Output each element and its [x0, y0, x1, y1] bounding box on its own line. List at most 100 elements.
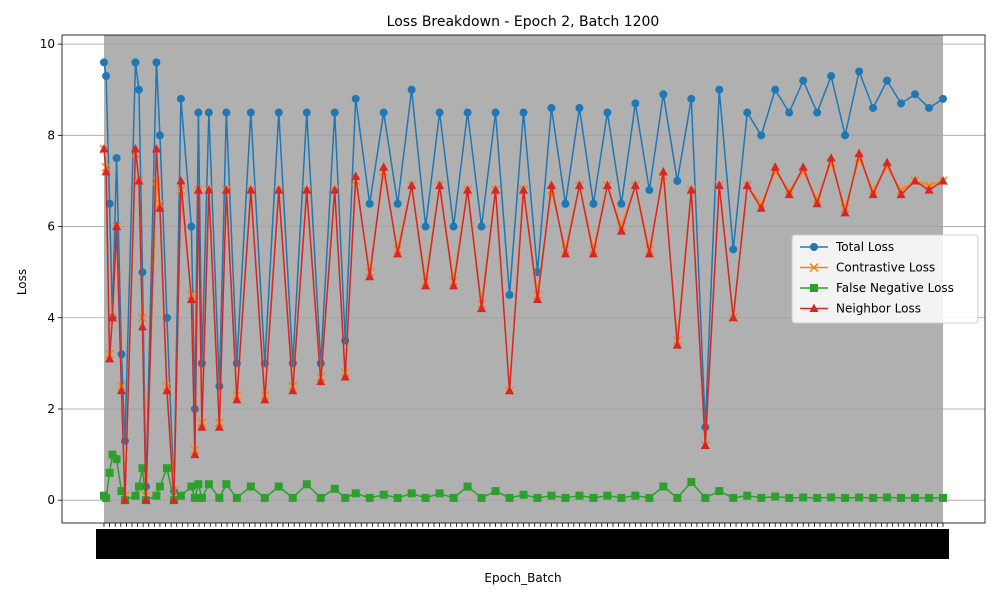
data-point [141, 495, 151, 504]
data-point [340, 372, 350, 381]
data-point [809, 262, 819, 273]
data-point [232, 493, 241, 502]
data-point [186, 294, 196, 304]
data-point [134, 482, 143, 491]
data-point [896, 189, 906, 199]
data-point [560, 248, 570, 258]
data-point [379, 490, 388, 499]
data-point [743, 491, 752, 500]
data-point [407, 180, 417, 190]
data-point [112, 154, 121, 163]
data-point [757, 493, 766, 502]
data-point [631, 99, 640, 108]
data-point [155, 203, 165, 212]
data-point [351, 94, 360, 103]
data-point [505, 493, 514, 502]
data-point [435, 180, 445, 190]
data-point [939, 94, 947, 103]
data-point [644, 248, 654, 258]
legend-entry: Neighbor Loss [836, 302, 921, 316]
data-point [288, 493, 297, 502]
data-point [260, 493, 269, 502]
data-point [288, 385, 298, 395]
data-point [603, 108, 612, 117]
data-point [798, 162, 808, 171]
data-point [134, 85, 143, 94]
data-point [505, 385, 515, 395]
data-point [547, 103, 556, 112]
data-point [728, 312, 738, 322]
data-point [687, 477, 696, 486]
data-point [120, 495, 130, 504]
data-point [221, 185, 231, 194]
y-tick-label: 2 [47, 402, 55, 416]
data-point [194, 108, 203, 117]
data-point [841, 131, 850, 140]
data-point [729, 245, 738, 254]
data-point [547, 491, 556, 500]
series-neighbor-loss [99, 144, 948, 504]
data-point [101, 166, 111, 176]
data-point [910, 175, 920, 185]
data-point [316, 493, 325, 502]
data-point [176, 94, 185, 103]
data-point [214, 422, 224, 431]
data-point [449, 493, 458, 502]
data-point [561, 493, 570, 502]
data-point [855, 493, 864, 502]
data-point [616, 226, 626, 235]
data-point [246, 108, 255, 117]
data-point [533, 268, 542, 277]
data-point [841, 493, 850, 502]
data-point [137, 321, 147, 331]
data-point [152, 58, 161, 67]
data-point [757, 131, 766, 140]
data-point [546, 180, 556, 190]
data-point [197, 422, 207, 431]
legend-entry: False Negative Loss [836, 281, 954, 295]
data-point [631, 491, 640, 500]
data-point [407, 85, 416, 94]
data-point [617, 199, 626, 208]
data-point [105, 199, 114, 208]
data-point [575, 491, 584, 500]
data-point [645, 186, 654, 195]
data-point [701, 493, 710, 502]
y-tick-label: 10 [40, 37, 55, 51]
data-point [365, 199, 374, 208]
data-point [393, 493, 402, 502]
data-point [477, 303, 487, 313]
data-point [491, 185, 501, 194]
data-point [197, 493, 206, 502]
data-point [421, 222, 430, 231]
data-point [197, 359, 206, 368]
data-point [100, 58, 108, 67]
data-point [743, 108, 752, 117]
data-point [925, 103, 934, 112]
data-point [351, 489, 360, 498]
legend-box [791, 234, 979, 324]
data-point [771, 492, 780, 501]
data-point [714, 180, 724, 190]
data-point [274, 482, 283, 491]
data-point [222, 108, 231, 117]
y-tick-label: 0 [47, 493, 55, 507]
data-point [155, 131, 164, 140]
data-point [770, 162, 780, 171]
legend-entry: Total Loss [835, 240, 894, 254]
data-point [561, 199, 570, 208]
data-point [617, 493, 626, 502]
data-point [812, 198, 822, 208]
data-point [771, 85, 780, 94]
y-tick-label: 6 [47, 220, 55, 234]
data-point [911, 493, 920, 502]
data-point [302, 480, 311, 489]
data-point [938, 175, 948, 185]
data-point [603, 491, 612, 500]
data-point [588, 248, 598, 258]
data-point [658, 166, 668, 176]
data-point [341, 493, 350, 502]
data-point [869, 493, 878, 502]
data-point [435, 108, 444, 117]
data-point [477, 222, 486, 231]
